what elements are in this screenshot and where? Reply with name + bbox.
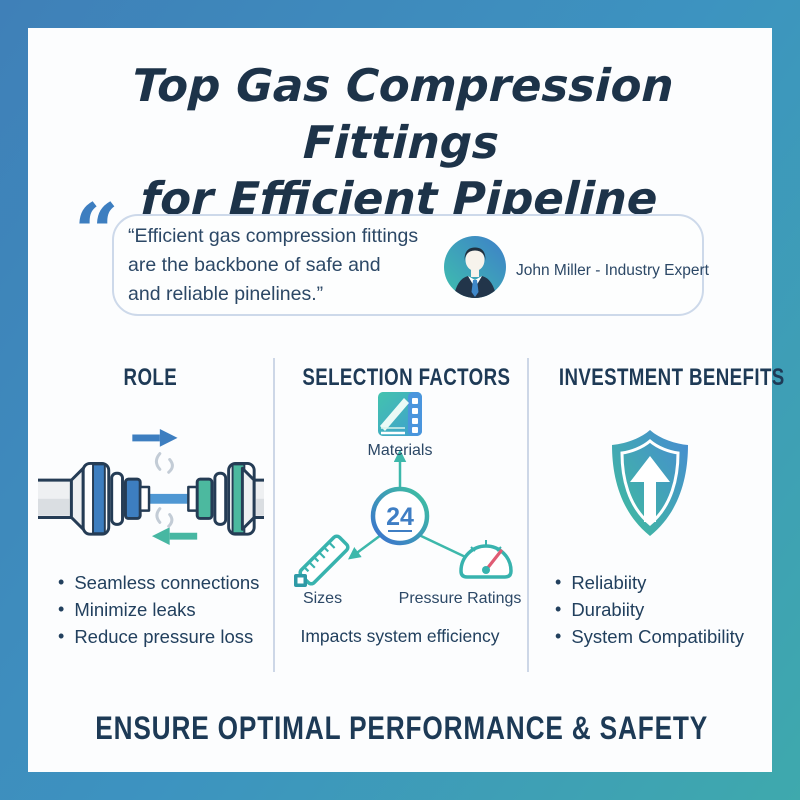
count-value: 24 [386, 503, 414, 531]
quote-mark-icon: “ [74, 187, 119, 278]
bullet-dot: • [58, 572, 65, 592]
person-icon [453, 247, 497, 298]
bullet-text: Reliabiity [571, 572, 647, 593]
selection-caption: Impacts system efficiency [300, 626, 500, 646]
bullet-dot: • [58, 626, 65, 646]
quote-line: “Efficient gas compression fittings [128, 225, 419, 247]
pipe-fitting-illustration [38, 429, 264, 545]
bullet-dot: • [555, 572, 562, 592]
list-item: • Reliabiity [555, 569, 744, 596]
list-item: • Durabiity [555, 596, 744, 623]
list-item: • System Compatibility [555, 623, 744, 650]
list-item: • Reduce pressure loss [58, 623, 259, 650]
bullet-dot: • [555, 626, 562, 646]
factor-label-materials: Materials [367, 442, 433, 459]
footer-banner: ENSURE OPTIMAL PERFORMANCE & SAFETY [95, 710, 709, 746]
bullet-text: Minimize leaks [74, 599, 196, 620]
shield-growth-icon [612, 430, 688, 536]
expert-avatar [444, 236, 506, 298]
bullet-dot: • [58, 599, 65, 619]
ruler-icon [294, 534, 350, 587]
leak-squiggles [154, 452, 174, 528]
benefits-bullet-list: • Reliabiity • Durabiity • System Compat… [555, 569, 744, 650]
factor-label-pressure-ratings: Pressure Ratings [398, 590, 522, 607]
quote-line: and reliable pinelines.” [128, 283, 324, 305]
bullet-text: System Compatibility [571, 626, 745, 647]
list-item: • Minimize leaks [58, 596, 259, 623]
factor-label-sizes: Sizes [302, 590, 343, 607]
title-line-1: Top Gas Compression Fittings [131, 59, 675, 169]
quote-attribution: John Miller - Industry Expert [516, 262, 709, 279]
up-arrow-icon [630, 456, 670, 522]
selection-factors-diagram: 24 [294, 392, 513, 587]
count-badge: 24 [370, 486, 430, 546]
investment-benefits-header: INVESTMENT BENEFITS [558, 364, 785, 391]
bullet-text: Durabiity [571, 599, 645, 620]
content-card: Top Gas Compression Fittings for Efficie… [28, 28, 785, 772]
list-item: • Seamless connections [58, 569, 259, 596]
flow-arrows [132, 429, 198, 545]
role-bullet-list: • Seamless connections • Minimize leaks … [58, 569, 259, 650]
gauge-icon [459, 540, 513, 579]
selection-factors-header: SELECTION FACTORS [302, 364, 511, 391]
bullet-text: Reduce pressure loss [74, 626, 254, 647]
quote-line: are the backbone of safe and [128, 254, 381, 276]
role-header: ROLE [123, 364, 178, 391]
quote-bubble [112, 214, 704, 316]
quote-text: “Efficient gas compression fittings are … [128, 222, 438, 309]
column-divider [273, 358, 275, 672]
column-divider [527, 358, 529, 672]
bullet-text: Seamless connections [74, 572, 260, 593]
bullet-dot: • [555, 599, 562, 619]
materials-icon [378, 392, 422, 436]
